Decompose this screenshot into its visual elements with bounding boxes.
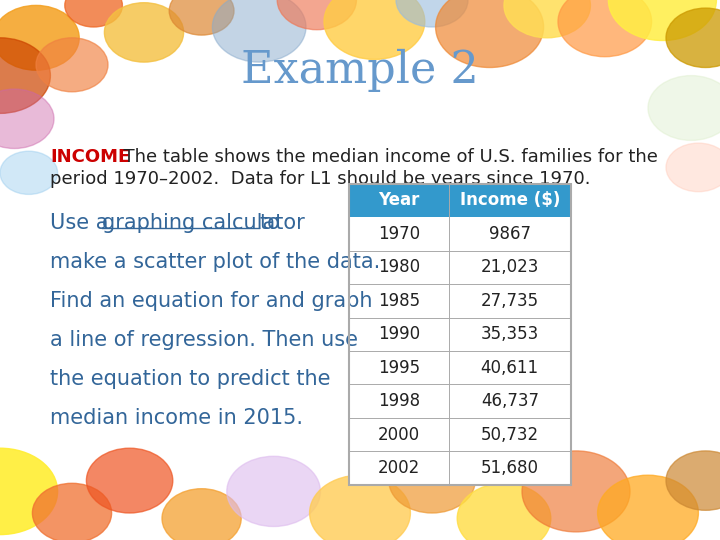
Circle shape xyxy=(0,5,79,70)
Circle shape xyxy=(666,451,720,510)
Circle shape xyxy=(212,0,306,62)
Circle shape xyxy=(504,0,590,38)
Text: graphing calculator: graphing calculator xyxy=(102,213,312,233)
Text: a line of regression. Then use: a line of regression. Then use xyxy=(50,330,359,350)
Circle shape xyxy=(0,448,58,535)
Text: 1980: 1980 xyxy=(378,258,420,276)
Circle shape xyxy=(522,451,630,532)
FancyBboxPatch shape xyxy=(349,184,571,217)
Circle shape xyxy=(86,448,173,513)
Text: 1995: 1995 xyxy=(378,359,420,377)
Circle shape xyxy=(65,0,122,27)
Circle shape xyxy=(169,0,234,35)
FancyBboxPatch shape xyxy=(349,184,571,485)
Text: 1970: 1970 xyxy=(378,225,420,243)
Text: Use a: Use a xyxy=(50,213,115,233)
Text: Year: Year xyxy=(378,191,420,210)
Text: 1998: 1998 xyxy=(378,392,420,410)
Text: 2002: 2002 xyxy=(378,459,420,477)
Circle shape xyxy=(32,483,112,540)
Text: Example 2: Example 2 xyxy=(241,49,479,92)
Text: 2000: 2000 xyxy=(378,426,420,444)
Text: 46,737: 46,737 xyxy=(481,392,539,410)
Text: 1985: 1985 xyxy=(378,292,420,310)
Text: Income ($): Income ($) xyxy=(459,191,560,210)
Text: to: to xyxy=(259,213,280,233)
Text: 27,735: 27,735 xyxy=(481,292,539,310)
Circle shape xyxy=(36,38,108,92)
Text: 35,353: 35,353 xyxy=(481,325,539,343)
Circle shape xyxy=(608,0,716,40)
Text: period 1970–2002.  Data for L1 should be years since 1970.: period 1970–2002. Data for L1 should be … xyxy=(50,170,591,188)
Circle shape xyxy=(598,475,698,540)
Text: make a scatter plot of the data.: make a scatter plot of the data. xyxy=(50,252,381,272)
Circle shape xyxy=(558,0,652,57)
Text: 51,680: 51,680 xyxy=(481,459,539,477)
Circle shape xyxy=(396,0,468,27)
Text: 40,611: 40,611 xyxy=(481,359,539,377)
Circle shape xyxy=(648,76,720,140)
Circle shape xyxy=(324,0,425,59)
Circle shape xyxy=(162,489,241,540)
Circle shape xyxy=(666,143,720,192)
Circle shape xyxy=(227,456,320,526)
Text: 9867: 9867 xyxy=(489,225,531,243)
Circle shape xyxy=(277,0,356,30)
Text: median income in 2015.: median income in 2015. xyxy=(50,408,303,428)
Circle shape xyxy=(104,3,184,62)
Text: 21,023: 21,023 xyxy=(480,258,539,276)
Circle shape xyxy=(436,0,544,68)
Text: 1990: 1990 xyxy=(378,325,420,343)
Circle shape xyxy=(310,475,410,540)
Circle shape xyxy=(0,38,50,113)
Circle shape xyxy=(389,448,475,513)
Circle shape xyxy=(0,151,58,194)
Text: the equation to predict the: the equation to predict the xyxy=(50,369,331,389)
Text: The table shows the median income of U.S. families for the: The table shows the median income of U.S… xyxy=(112,148,657,166)
Circle shape xyxy=(0,89,54,148)
Text: INCOME: INCOME xyxy=(50,148,130,166)
Circle shape xyxy=(666,8,720,68)
Circle shape xyxy=(457,483,551,540)
Text: Find an equation for and graph: Find an equation for and graph xyxy=(50,291,373,311)
Text: 50,732: 50,732 xyxy=(481,426,539,444)
